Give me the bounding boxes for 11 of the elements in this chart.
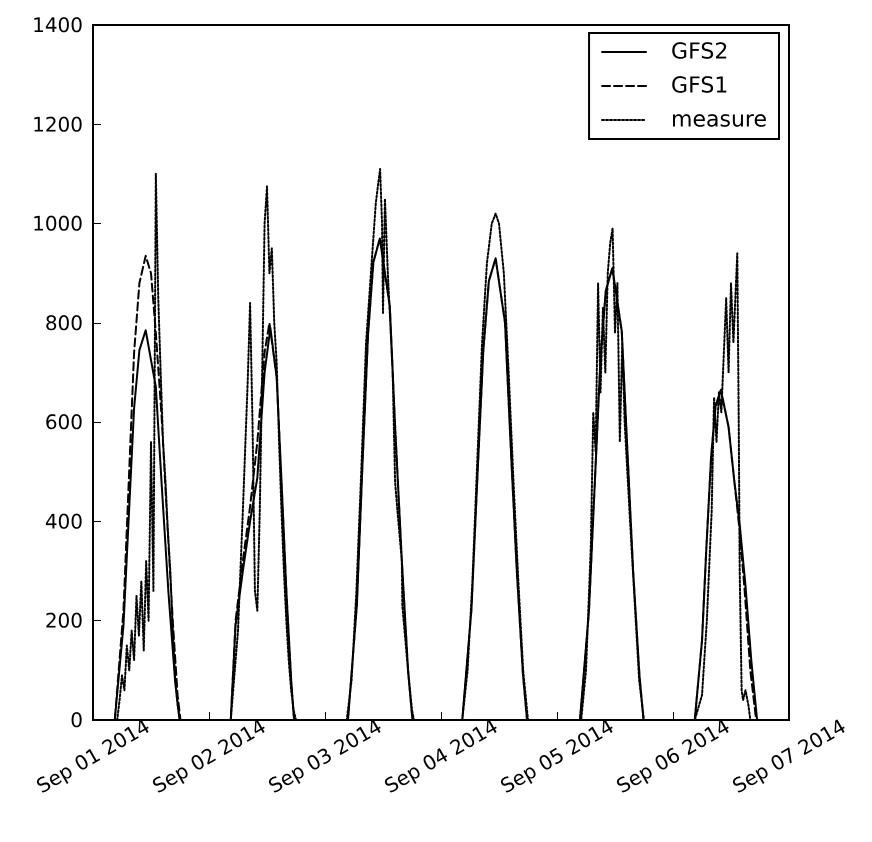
legend-label: measure [671, 108, 768, 132]
y-tick-label: 1000 [32, 212, 83, 236]
y-tick-label: 200 [44, 608, 83, 633]
y-tick-label: 1200 [32, 112, 83, 136]
legend-label: GFS1 [671, 74, 728, 98]
y-tick-label: 800 [44, 310, 83, 335]
y-tick-label: 1400 [32, 13, 83, 37]
y-tick-label: 0 [70, 708, 83, 732]
y-tick-label: 400 [44, 509, 83, 534]
y-tick-label: 600 [44, 410, 83, 434]
legend-label: GFS2 [671, 40, 728, 64]
